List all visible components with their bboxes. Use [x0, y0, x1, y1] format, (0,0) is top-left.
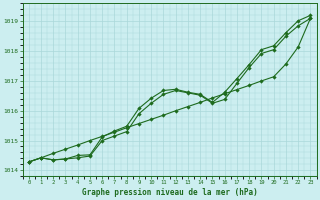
X-axis label: Graphe pression niveau de la mer (hPa): Graphe pression niveau de la mer (hPa)	[82, 188, 258, 197]
